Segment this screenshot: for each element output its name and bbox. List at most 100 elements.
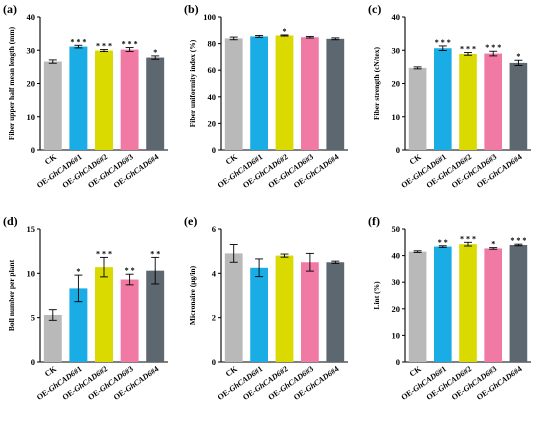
category-suffix: CK — [43, 152, 59, 167]
y-tick-label: 0 — [396, 145, 400, 155]
bar — [146, 270, 165, 362]
category-suffix: #4 — [512, 152, 524, 164]
bar — [224, 38, 243, 151]
y-tick-label: 40 — [208, 92, 217, 102]
chart-panel-1: (a) 0 10 20 30 40 Fiber upper half mean length… — [3, 2, 168, 190]
y-tick-label: 80 — [208, 39, 217, 49]
y-tick-label: 4 — [212, 268, 217, 278]
panel-label: (d) — [3, 214, 18, 228]
category-suffix: #3 — [123, 364, 135, 376]
significance-marker: * * * — [460, 234, 476, 243]
y-tick-label: 0 — [31, 145, 35, 155]
y-axis-label: Boll number per plant — [7, 259, 16, 331]
category-suffix: #2 — [97, 152, 109, 164]
y-axis-label: Lint (%) — [372, 281, 381, 310]
y-tick-label: 0 — [31, 357, 35, 367]
significance-marker: * — [283, 27, 287, 36]
bar — [224, 253, 243, 362]
bar — [408, 67, 427, 150]
category-suffix: #4 — [329, 364, 341, 376]
significance-marker: * * * — [435, 38, 451, 47]
bar — [509, 62, 528, 151]
category-suffix: #1 — [72, 152, 84, 164]
significance-marker: * — [153, 48, 157, 57]
y-axis-label: Fiber uniformity index (%) — [188, 39, 197, 127]
y-tick-label: 60 — [208, 65, 217, 75]
category-suffix: CK — [224, 364, 240, 379]
bar — [250, 36, 268, 150]
y-tick-label: 30 — [392, 45, 401, 55]
category-suffix: #1 — [253, 364, 265, 376]
panel-label: (c) — [368, 2, 381, 16]
y-tick-label: 20 — [392, 304, 401, 314]
category-suffix: #1 — [253, 152, 265, 164]
category-suffix: #1 — [436, 364, 448, 376]
y-tick-label: 20 — [27, 79, 36, 89]
y-tick-label: 40 — [392, 251, 401, 261]
significance-marker: * — [516, 52, 520, 61]
y-tick-label: 30 — [392, 277, 401, 287]
y-tick-label: 2 — [212, 313, 216, 323]
y-tick-label: 10 — [392, 112, 401, 122]
chart-panel-2: (b) 0 20 40 60 80 100 Fiber uniformity index (%… — [184, 2, 348, 190]
category-suffix: #3 — [487, 152, 499, 164]
bar — [275, 255, 294, 362]
significance-marker: * * * — [96, 249, 112, 258]
y-tick-label: 30 — [27, 45, 36, 55]
y-tick-label: 10 — [27, 112, 36, 122]
bar — [459, 53, 477, 150]
category-label: CK — [408, 364, 424, 379]
bar — [43, 315, 62, 362]
category-suffix: CK — [408, 152, 424, 167]
bar — [120, 279, 139, 362]
category-label: CK — [224, 152, 240, 167]
bar — [69, 288, 88, 362]
category-suffix: #4 — [149, 152, 161, 164]
y-tick-label: 20 — [208, 118, 217, 128]
chart-panel-4: (d) 0 5 10 15 Boll number per plant CK * OE-GhCA… — [3, 214, 168, 402]
bar — [408, 251, 427, 362]
bar — [301, 37, 319, 150]
significance-marker: * * * — [510, 236, 526, 245]
bar — [95, 267, 113, 362]
bar — [433, 48, 452, 150]
category-suffix: #3 — [123, 152, 135, 164]
y-tick-label: 20 — [392, 79, 401, 89]
bar — [69, 46, 88, 150]
bar — [146, 57, 165, 150]
significance-marker: * * — [150, 249, 160, 258]
significance-marker: * * * — [460, 45, 476, 54]
significance-marker: * — [491, 240, 495, 249]
category-suffix: #3 — [303, 364, 315, 376]
bar — [301, 262, 319, 362]
category-label: OE-GhCAD6#4 — [292, 364, 341, 402]
category-suffix: #3 — [303, 152, 315, 164]
category-suffix: #1 — [436, 152, 448, 164]
bar — [459, 244, 477, 362]
bar — [43, 61, 62, 150]
y-tick-label: 0 — [212, 145, 216, 155]
category-suffix: #2 — [278, 152, 290, 164]
y-tick-label: 15 — [27, 224, 36, 234]
category-label: OE-GhCAD6#4 — [112, 364, 161, 402]
bar — [95, 50, 113, 150]
bar — [484, 53, 503, 151]
y-tick-label: 40 — [27, 12, 36, 22]
category-label: CK — [224, 364, 240, 379]
bar — [433, 246, 452, 362]
bar — [326, 262, 345, 362]
significance-marker: * * — [125, 266, 135, 275]
category-suffix: #3 — [487, 364, 499, 376]
significance-marker: * * * — [70, 37, 86, 46]
y-tick-label: 0 — [396, 357, 400, 367]
y-axis-label: Micronaire (μg/in) — [188, 265, 197, 325]
category-label: OE-GhCAD6#4 — [475, 152, 524, 190]
y-tick-label: 100 — [203, 12, 216, 22]
significance-marker: * * * — [96, 42, 112, 51]
category-suffix: #4 — [329, 152, 341, 164]
significance-marker: * * * — [485, 43, 501, 52]
category-label: OE-GhCAD6#4 — [475, 364, 524, 402]
y-tick-label: 6 — [212, 224, 216, 234]
significance-marker: * — [76, 267, 80, 276]
y-tick-label: 50 — [392, 224, 401, 234]
